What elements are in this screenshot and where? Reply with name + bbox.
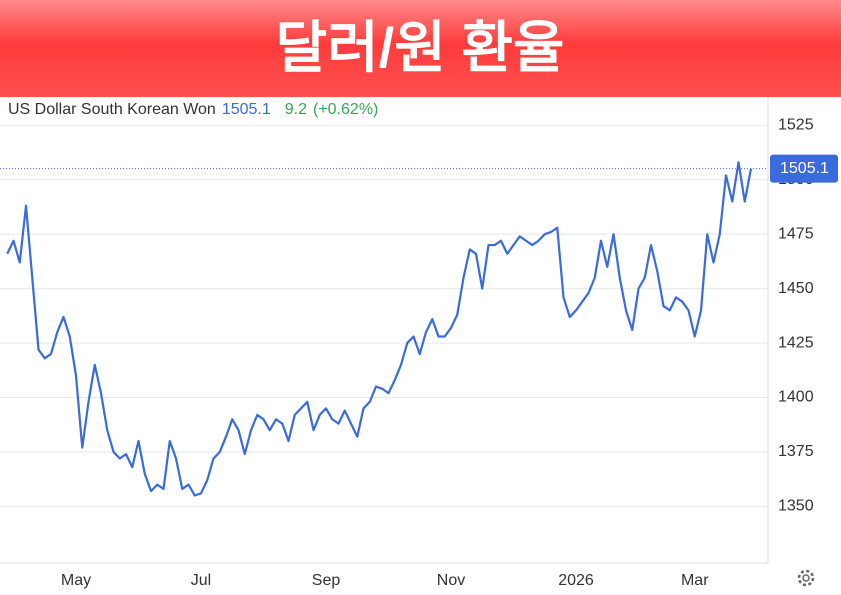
chart-title: 달러/원 환율 bbox=[276, 16, 565, 79]
y-tick-label: 1350 bbox=[778, 498, 814, 515]
x-tick-label: Jul bbox=[191, 572, 211, 589]
title-banner bbox=[0, 0, 841, 97]
y-tick-label: 1425 bbox=[778, 334, 814, 351]
y-tick-label: 1450 bbox=[778, 280, 814, 297]
y-tick-label: 1475 bbox=[778, 225, 814, 242]
x-tick-label: Nov bbox=[437, 572, 465, 589]
x-tick-label: Sep bbox=[312, 572, 341, 589]
x-tick-label: Mar bbox=[681, 572, 709, 589]
price-tag-label: 1505.1 bbox=[780, 160, 829, 177]
line bbox=[6, 161, 753, 497]
settings-icon[interactable] bbox=[797, 569, 815, 587]
x-tick-label: May bbox=[61, 572, 91, 589]
x-tick-label: 2026 bbox=[558, 572, 594, 589]
y-tick-label: 1400 bbox=[778, 389, 814, 406]
gear-teeth bbox=[797, 569, 815, 587]
series-name: US Dollar South Korean Won bbox=[8, 101, 216, 118]
y-tick-label: 1375 bbox=[778, 443, 814, 460]
header: US Dollar South Korean Won 1505.1 9.2 (+0.6… bbox=[8, 101, 378, 118]
change-percent: (+0.62%) bbox=[313, 101, 378, 118]
change: 9.2 bbox=[285, 101, 307, 118]
gear-center bbox=[802, 574, 810, 582]
y-tick-label: 1525 bbox=[778, 117, 814, 134]
last-price: 1505.1 bbox=[222, 101, 271, 118]
price-tag bbox=[770, 154, 838, 183]
